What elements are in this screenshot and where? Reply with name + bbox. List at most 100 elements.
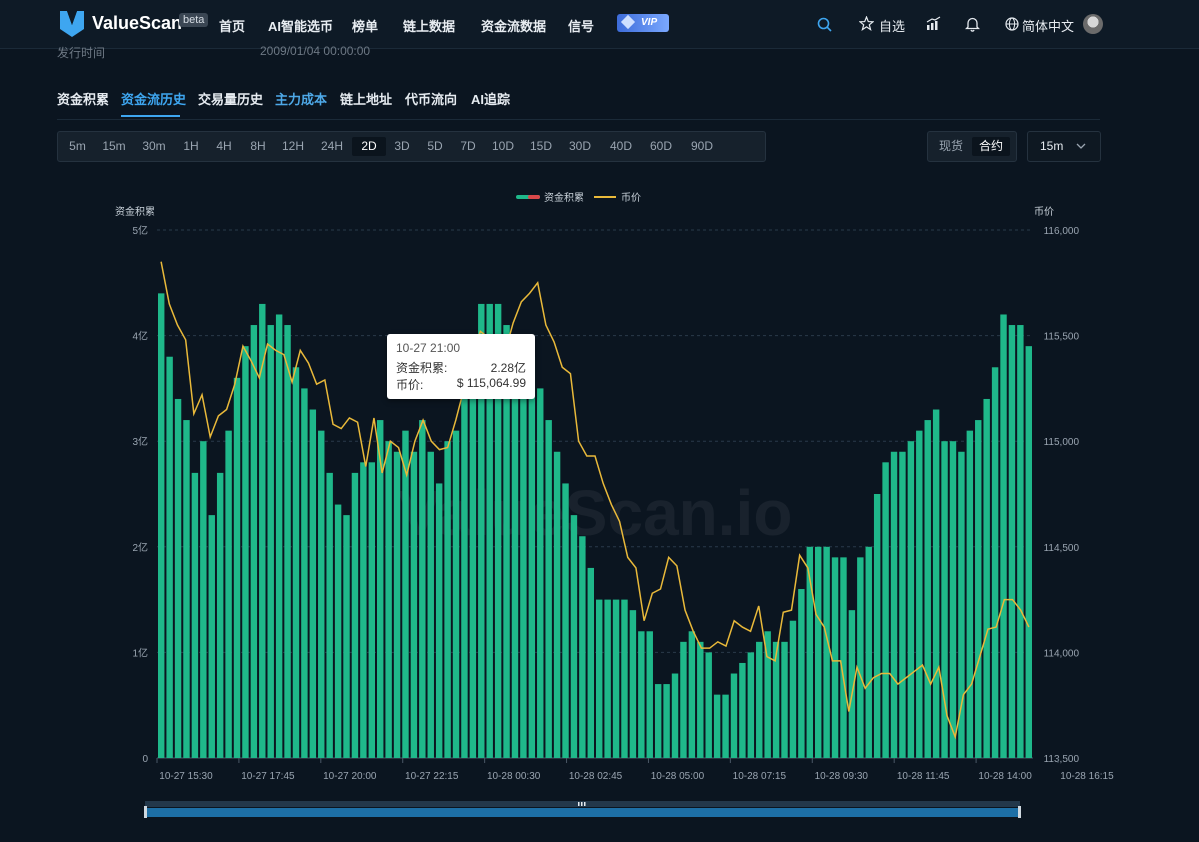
bar-fund-accumulation <box>562 483 569 758</box>
bell-icon[interactable] <box>965 16 980 32</box>
tab-main-cost[interactable]: 主力成本 <box>275 92 328 107</box>
language-selector[interactable]: 简体中文 <box>1022 19 1075 34</box>
period-8h[interactable]: 8H <box>250 139 266 153</box>
bar-fund-accumulation <box>1025 346 1032 758</box>
user-avatar[interactable] <box>1083 14 1103 34</box>
nav-home[interactable]: 首页 <box>219 19 246 34</box>
period-15d[interactable]: 15D <box>529 139 552 153</box>
x-tick-label: 10-27 22:15 <box>405 771 459 782</box>
data-tabs: 资金积累 资金流历史 交易量历史 主力成本 链上地址 代币流向 AI追踪 <box>57 89 1100 120</box>
bar-fund-accumulation <box>259 303 266 758</box>
bar-fund-accumulation <box>654 684 662 758</box>
period-5d[interactable]: 5D <box>427 139 443 153</box>
period-2d[interactable]: 2D <box>352 137 386 156</box>
issue-time-value: 2009/01/04 00:00:00 <box>260 44 371 58</box>
nav-fund-flow-data[interactable]: 资金流数据 <box>481 19 547 34</box>
search-icon[interactable] <box>817 17 832 32</box>
bar-fund-accumulation <box>764 631 771 758</box>
bar-fund-accumulation <box>427 451 434 758</box>
period-30m[interactable]: 30m <box>142 139 166 153</box>
period-90d[interactable]: 90D <box>690 139 713 153</box>
x-tick-label: 10-28 00:30 <box>487 771 541 782</box>
watchlist-link[interactable]: 自选 <box>879 19 906 34</box>
period-4h[interactable]: 4H <box>216 139 232 153</box>
vip-badge[interactable]: VIP <box>617 14 669 32</box>
bar-fund-accumulation <box>553 451 561 758</box>
x-tick-label: 10-28 16:15 <box>1060 771 1114 782</box>
period-12h[interactable]: 12H <box>281 139 304 153</box>
tab-token-flow[interactable]: 代币流向 <box>405 92 458 107</box>
bar-fund-accumulation <box>309 409 317 758</box>
bar-fund-accumulation <box>798 589 805 758</box>
bar-fund-accumulation <box>267 325 274 758</box>
bar-fund-accumulation <box>949 441 957 758</box>
bar-fund-accumulation <box>756 641 763 758</box>
bar-fund-accumulation <box>494 303 502 758</box>
bar-fund-accumulation <box>486 303 493 758</box>
nav-signals[interactable]: 信号 <box>568 19 595 34</box>
nav-onchain-data[interactable]: 链上数据 <box>403 19 456 34</box>
bar-fund-accumulation <box>587 567 594 758</box>
chevron-down-icon <box>1076 143 1086 149</box>
period-24h[interactable]: 24H <box>320 139 343 153</box>
y-right-tick-label: 115,500 <box>1044 332 1080 343</box>
tab-volume-history[interactable]: 交易量历史 <box>198 92 264 107</box>
tab-ai-tracking[interactable]: AI追踪 <box>471 92 511 107</box>
bar-fund-accumulation <box>385 441 392 758</box>
bar-fund-accumulation <box>806 546 813 758</box>
chart-growth-icon[interactable] <box>926 16 941 31</box>
bar-fund-accumulation <box>368 462 375 758</box>
nav-rankings[interactable]: 榜单 <box>352 19 379 34</box>
bar-fund-accumulation <box>840 557 847 758</box>
star-icon[interactable] <box>859 16 874 31</box>
y-left-tick-label: 3亿 <box>132 435 148 448</box>
period-3d[interactable]: 3D <box>394 139 410 153</box>
bar-fund-accumulation <box>890 451 898 758</box>
period-7d[interactable]: 7D <box>460 139 476 153</box>
bar-fund-accumulation <box>697 641 704 758</box>
period-10d[interactable]: 10D <box>491 139 514 153</box>
legend-label-price: 币价 <box>621 192 641 204</box>
y-right-tick-label: 114,500 <box>1044 543 1080 554</box>
issue-time-label: 发行时间 <box>57 46 106 60</box>
bar-fund-accumulation <box>158 293 165 758</box>
period-90d-end[interactable] <box>726 137 756 156</box>
bar-fund-accumulation <box>739 662 746 758</box>
bar-fund-accumulation <box>537 388 544 758</box>
legend-label-fund: 资金积累 <box>544 191 584 204</box>
slider-left-handle[interactable] <box>144 806 147 818</box>
period-30d[interactable]: 30D <box>568 139 591 153</box>
bar-fund-accumulation <box>503 325 510 758</box>
slider-right-handle[interactable] <box>1018 806 1021 818</box>
period-5m[interactable]: 5m <box>69 139 86 153</box>
valuescan-logo-icon[interactable] <box>60 11 84 37</box>
bar-fund-accumulation <box>174 398 182 758</box>
interval-dropdown[interactable]: 15m <box>1027 131 1101 162</box>
tab-fund-accumulation[interactable]: 资金积累 <box>57 92 110 107</box>
bar-fund-accumulation <box>705 652 712 758</box>
y-right-tick-label: 114,000 <box>1044 648 1080 659</box>
tab-fund-flow-history[interactable]: 资金流历史 <box>121 92 187 107</box>
brand-name[interactable]: ValueScan <box>92 13 183 33</box>
tooltip-value-price: $ 115,064.99 <box>456 376 526 390</box>
market-contract[interactable]: 合约 <box>972 137 1010 156</box>
y-right-tick-label: 116,000 <box>1044 226 1080 237</box>
bar-fund-accumulation <box>233 377 241 758</box>
slider-grip-icon[interactable] <box>578 802 586 806</box>
period-60d[interactable]: 60D <box>649 139 672 153</box>
globe-icon[interactable] <box>1005 17 1019 31</box>
period-15m[interactable]: 15m <box>102 139 126 153</box>
period-1h[interactable]: 1H <box>183 139 199 153</box>
nav-ai-picker[interactable]: AI智能选币 <box>268 19 334 34</box>
bar-fund-accumulation <box>924 420 931 758</box>
bar-fund-accumulation <box>208 515 215 758</box>
bar-fund-accumulation <box>326 472 333 758</box>
price-line <box>160 261 1030 740</box>
chart-zoom-slider[interactable] <box>144 800 1021 820</box>
y-right-tick-label: 113,500 <box>1044 754 1080 765</box>
market-spot[interactable]: 现货 <box>938 139 963 153</box>
period-40d[interactable]: 40D <box>609 139 632 153</box>
tab-onchain-address[interactable]: 链上地址 <box>340 92 393 107</box>
bar-fund-accumulation <box>166 356 173 758</box>
x-tick-label: 10-27 15:30 <box>159 771 213 782</box>
